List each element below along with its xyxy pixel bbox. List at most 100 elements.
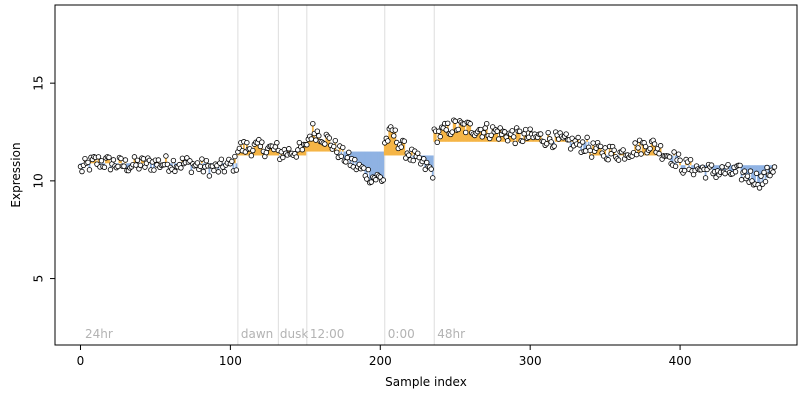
data-point <box>385 138 391 144</box>
deviation-bar <box>371 151 374 178</box>
deviation-bar <box>374 151 377 180</box>
data-point <box>434 139 440 146</box>
x-tick-label: 300 <box>519 354 542 368</box>
data-point <box>86 167 93 173</box>
data-point <box>437 133 443 140</box>
deviation-bar <box>689 159 692 166</box>
deviation-bar <box>385 138 388 156</box>
deviation-bar <box>376 151 379 175</box>
deviation-bar <box>256 142 259 156</box>
data-point <box>200 168 207 175</box>
data-point <box>95 154 102 160</box>
deviation-bar <box>637 147 640 156</box>
deviation-bar <box>643 142 646 156</box>
deviation-bar <box>269 145 272 156</box>
deviation-bar <box>746 165 749 177</box>
data-point <box>310 121 316 127</box>
deviation-bar <box>150 163 152 170</box>
deviation-bar <box>248 148 251 156</box>
data-point <box>194 160 201 166</box>
condition-label: 12:00 <box>310 327 345 341</box>
data-point <box>651 141 658 147</box>
data-point <box>313 137 319 143</box>
data-point <box>770 169 776 175</box>
data-point <box>484 120 490 127</box>
data-point <box>681 167 688 174</box>
deviation-bar <box>433 129 436 142</box>
data-point <box>137 162 144 169</box>
deviation-bar <box>392 135 395 156</box>
deviation-bar <box>326 136 329 152</box>
data-point <box>527 126 533 132</box>
deviation-bar <box>373 151 376 178</box>
deviation-bar <box>449 134 452 142</box>
data-point <box>638 151 644 157</box>
deviation-bar <box>272 149 275 156</box>
deviation-bar <box>494 129 497 142</box>
deviation-bar <box>88 163 91 170</box>
data-point <box>575 134 581 141</box>
data-point <box>401 138 407 144</box>
deviation-bar <box>359 151 362 169</box>
deviation-bar <box>730 165 732 175</box>
deviation-bar <box>749 165 752 172</box>
deviation-bar <box>133 156 136 164</box>
data-point <box>248 153 255 159</box>
deviation-bar <box>473 135 476 142</box>
data-point <box>642 143 649 150</box>
data-point <box>122 157 129 163</box>
data-point <box>656 151 662 157</box>
deviation-bar <box>365 151 368 180</box>
data-point <box>657 143 664 149</box>
deviation-bar <box>641 142 644 156</box>
deviation-bar <box>343 151 346 162</box>
data-point <box>215 169 222 175</box>
deviation-bar <box>126 163 128 171</box>
data-point <box>584 134 590 141</box>
deviation-bar <box>403 141 406 156</box>
data-point <box>449 129 455 135</box>
data-point <box>172 168 178 175</box>
data-point <box>708 162 715 168</box>
x-tick-label: 200 <box>369 354 392 368</box>
data-point <box>605 157 611 163</box>
deviation-bar <box>587 141 590 148</box>
data-point <box>232 153 238 160</box>
deviation-bar <box>364 151 367 176</box>
data-point <box>509 128 515 134</box>
data-point <box>134 157 141 163</box>
data-point <box>361 165 367 171</box>
deviation-bar <box>322 143 325 152</box>
deviation-bar <box>724 165 726 174</box>
deviation-bar <box>165 155 167 164</box>
deviation-bar <box>428 155 431 168</box>
deviation-bar <box>304 144 307 156</box>
deviation-bar <box>109 163 112 170</box>
data-point <box>340 144 346 151</box>
deviation-bar <box>382 151 385 180</box>
data-point <box>206 173 213 179</box>
deviation-bar <box>470 132 473 142</box>
deviation-bar <box>517 131 520 142</box>
plot-frame <box>54 4 798 346</box>
data-point <box>579 139 586 145</box>
data-point <box>481 130 487 136</box>
data-point <box>274 140 280 146</box>
data-point <box>326 135 333 141</box>
y-axis-label: Expression <box>9 142 23 207</box>
y-tick-label: 5 <box>32 275 46 283</box>
deviation-bars <box>79 120 776 188</box>
deviation-bar <box>308 136 311 152</box>
deviation-bar <box>752 165 755 185</box>
data-point <box>334 149 340 155</box>
data-point <box>244 139 250 146</box>
deviation-bar <box>598 146 601 156</box>
deviation-bar <box>760 165 762 177</box>
data-point <box>331 143 337 150</box>
data-point <box>764 164 770 171</box>
deviation-bar <box>670 155 672 164</box>
deviation-bar <box>356 151 359 167</box>
deviation-bar <box>523 133 526 142</box>
data-point <box>722 170 728 177</box>
